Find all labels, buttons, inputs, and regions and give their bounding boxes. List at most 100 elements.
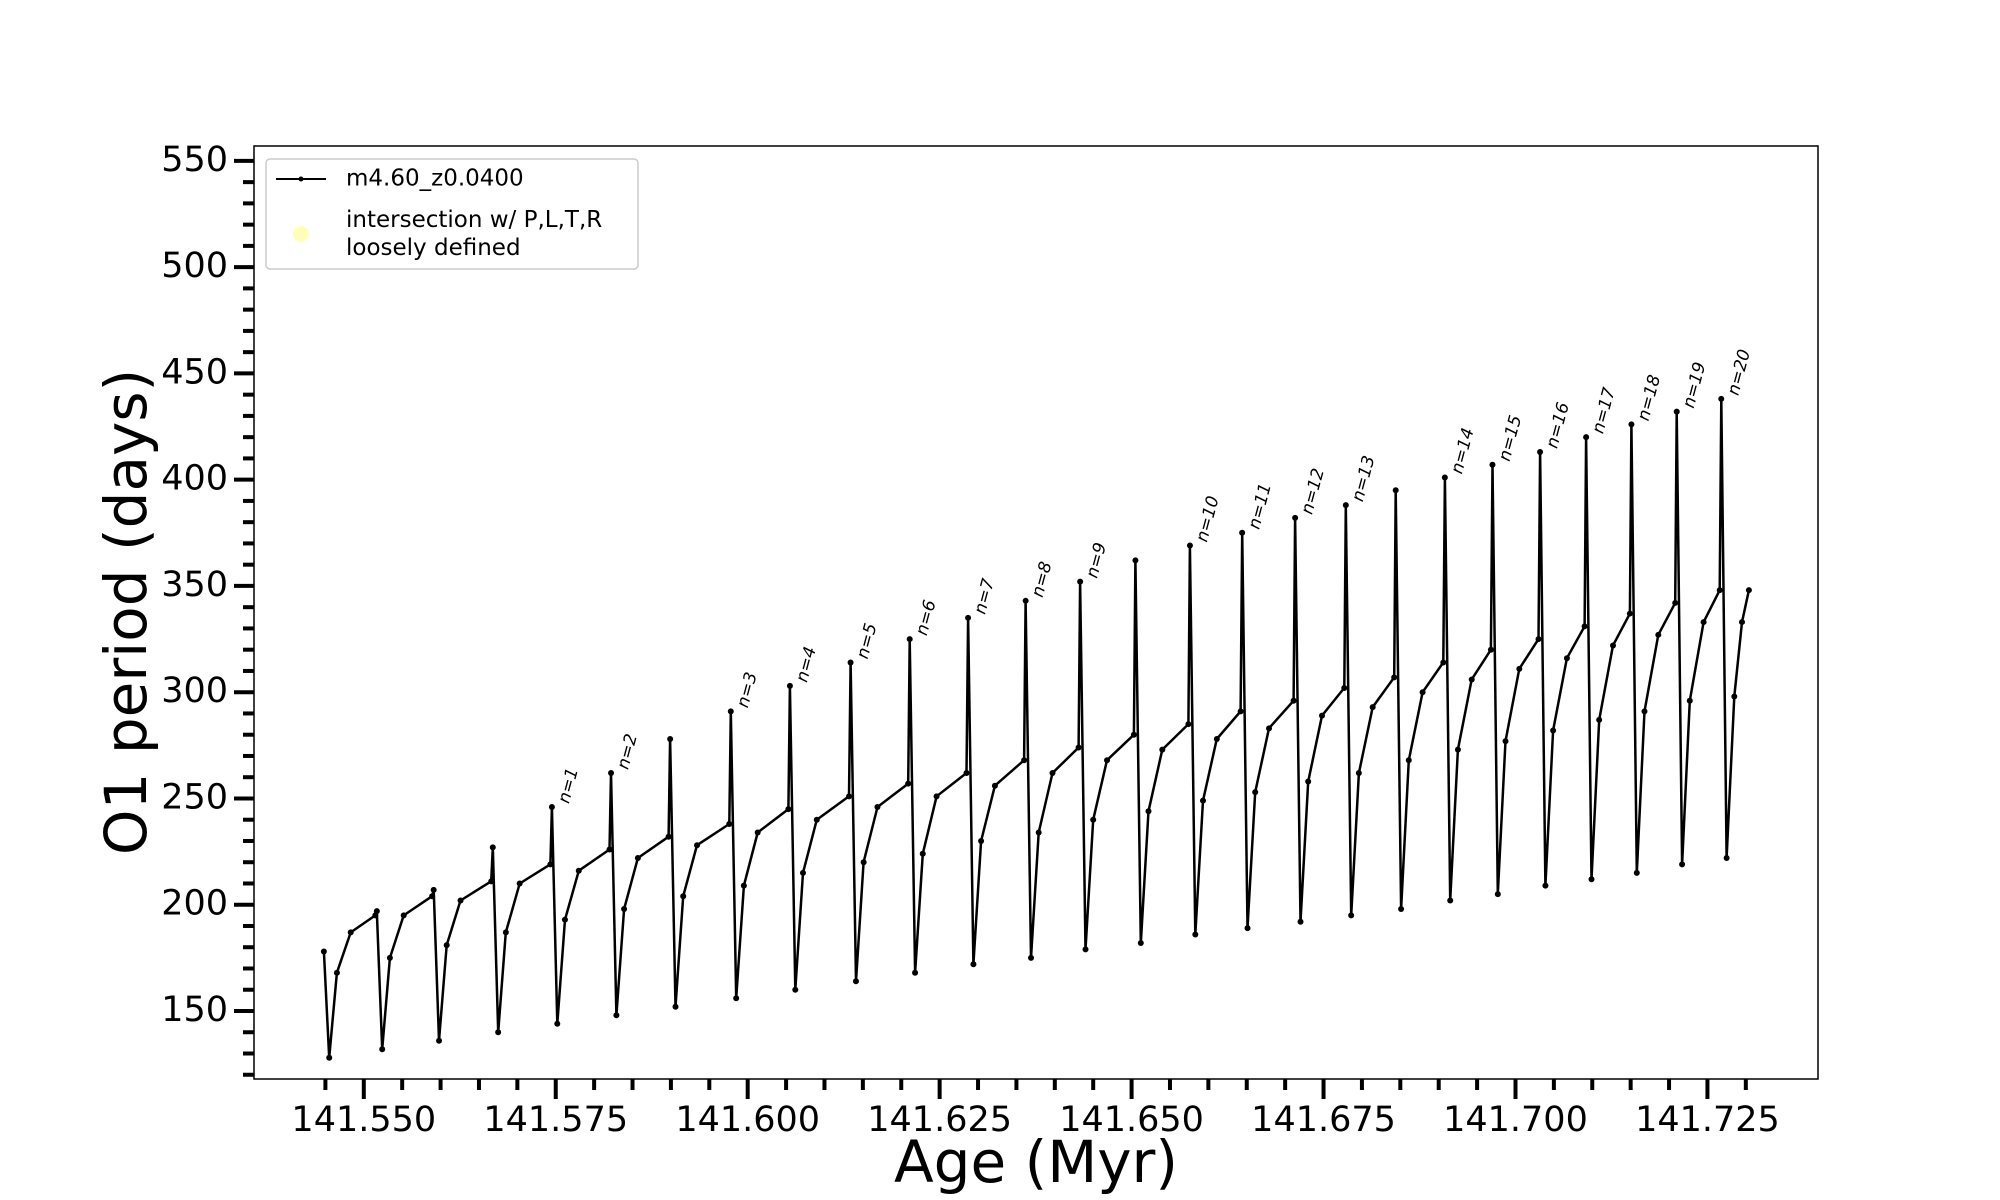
series-point [548, 803, 555, 810]
annotation: n=16 [1542, 400, 1573, 450]
y-tick-label: 500 [161, 246, 228, 286]
series-point [1049, 769, 1056, 776]
series-point [1213, 735, 1220, 742]
series-point [1516, 665, 1523, 672]
series-point [1090, 816, 1097, 823]
series-point [1159, 746, 1166, 753]
series-point [575, 867, 582, 874]
series-point [733, 995, 740, 1002]
series-point [1679, 861, 1686, 868]
series-point [740, 882, 747, 889]
annotation: n=11 [1245, 481, 1276, 531]
series-point [1502, 738, 1509, 745]
series-point [1028, 954, 1035, 961]
series-point [1583, 434, 1590, 441]
series-point [963, 769, 970, 776]
annotation: n=14 [1447, 426, 1478, 476]
series-point [436, 1037, 443, 1044]
series-point [860, 859, 867, 866]
series-point [665, 833, 672, 840]
y-tick-label: 450 [161, 352, 228, 392]
annotation: n=18 [1634, 373, 1665, 423]
series-point [606, 846, 613, 853]
annotation: n=6 [912, 598, 941, 638]
series-point [1266, 725, 1273, 732]
series-point [488, 878, 495, 885]
series-point [1077, 578, 1084, 585]
series-point [516, 880, 523, 887]
series-point [1075, 744, 1082, 751]
series-point [978, 837, 985, 844]
series-point [847, 659, 854, 666]
series-point [1454, 746, 1461, 753]
series-point [326, 1054, 333, 1061]
series-point [1596, 716, 1603, 723]
series-point [1021, 757, 1028, 764]
legend-label: intersection w/ P,L,T,R loosely defined [346, 207, 602, 261]
series-point [320, 948, 327, 955]
series-point [430, 886, 437, 893]
series-point [1718, 395, 1725, 402]
series-point [1035, 829, 1042, 836]
annotation: n=4 [792, 645, 821, 685]
annotation: n=1 [554, 766, 583, 806]
series-point [1440, 659, 1447, 666]
series-point [1145, 808, 1152, 815]
annotation: n=5 [853, 621, 882, 661]
series-point [1447, 897, 1454, 904]
series-point [1022, 597, 1029, 604]
y-tick-label: 150 [161, 990, 228, 1030]
series-point [1673, 408, 1680, 415]
series-point [400, 912, 407, 919]
series-point [1609, 642, 1616, 649]
series-point [1185, 721, 1192, 728]
series-point [495, 1029, 502, 1036]
series-point [489, 844, 496, 851]
x-tick-label: 141.700 [1443, 1100, 1588, 1140]
series-point [1441, 474, 1448, 481]
series-point [1244, 925, 1251, 932]
series-point [1489, 461, 1496, 468]
series-point [1731, 693, 1738, 700]
annotation: n=8 [1028, 559, 1057, 599]
x-tick-label: 141.550 [291, 1100, 436, 1140]
legend-label-line: loosely defined [346, 235, 521, 261]
y-tick-label: 350 [161, 565, 228, 605]
series-point [429, 893, 436, 900]
series-point [457, 897, 464, 904]
legend-label: m4.60_z0.0400 [346, 166, 524, 192]
series-point [906, 636, 913, 643]
annotation: n=9 [1082, 540, 1111, 580]
series-point [1391, 674, 1398, 681]
series-point [373, 908, 380, 915]
annotation: n=19 [1679, 360, 1710, 410]
series-point [919, 850, 926, 857]
legend: m4.60_z0.0400 intersection w/ P,L,T,R loos… [265, 158, 639, 270]
series-point [1550, 727, 1557, 734]
y-tick-label: 550 [161, 140, 228, 180]
series-point [786, 682, 793, 689]
series-point [874, 803, 881, 810]
series-point [1419, 689, 1426, 696]
series-point [561, 916, 568, 923]
annotation: n=10 [1192, 494, 1223, 544]
series-point [1348, 912, 1355, 919]
series-point [1563, 655, 1570, 662]
series-point [333, 969, 340, 976]
series-point [634, 854, 641, 861]
series-point [613, 1012, 620, 1019]
series-point [1588, 876, 1595, 883]
series-point [1369, 704, 1376, 711]
series-point [905, 780, 912, 787]
series-point [379, 1046, 386, 1053]
series-point [912, 969, 919, 976]
series-point [694, 842, 701, 849]
series-point [1542, 882, 1549, 889]
annotation: n=20 [1724, 347, 1755, 397]
series-point [1738, 619, 1745, 626]
series-point [785, 806, 792, 813]
series-point [933, 793, 940, 800]
annotation: n=13 [1348, 454, 1379, 504]
